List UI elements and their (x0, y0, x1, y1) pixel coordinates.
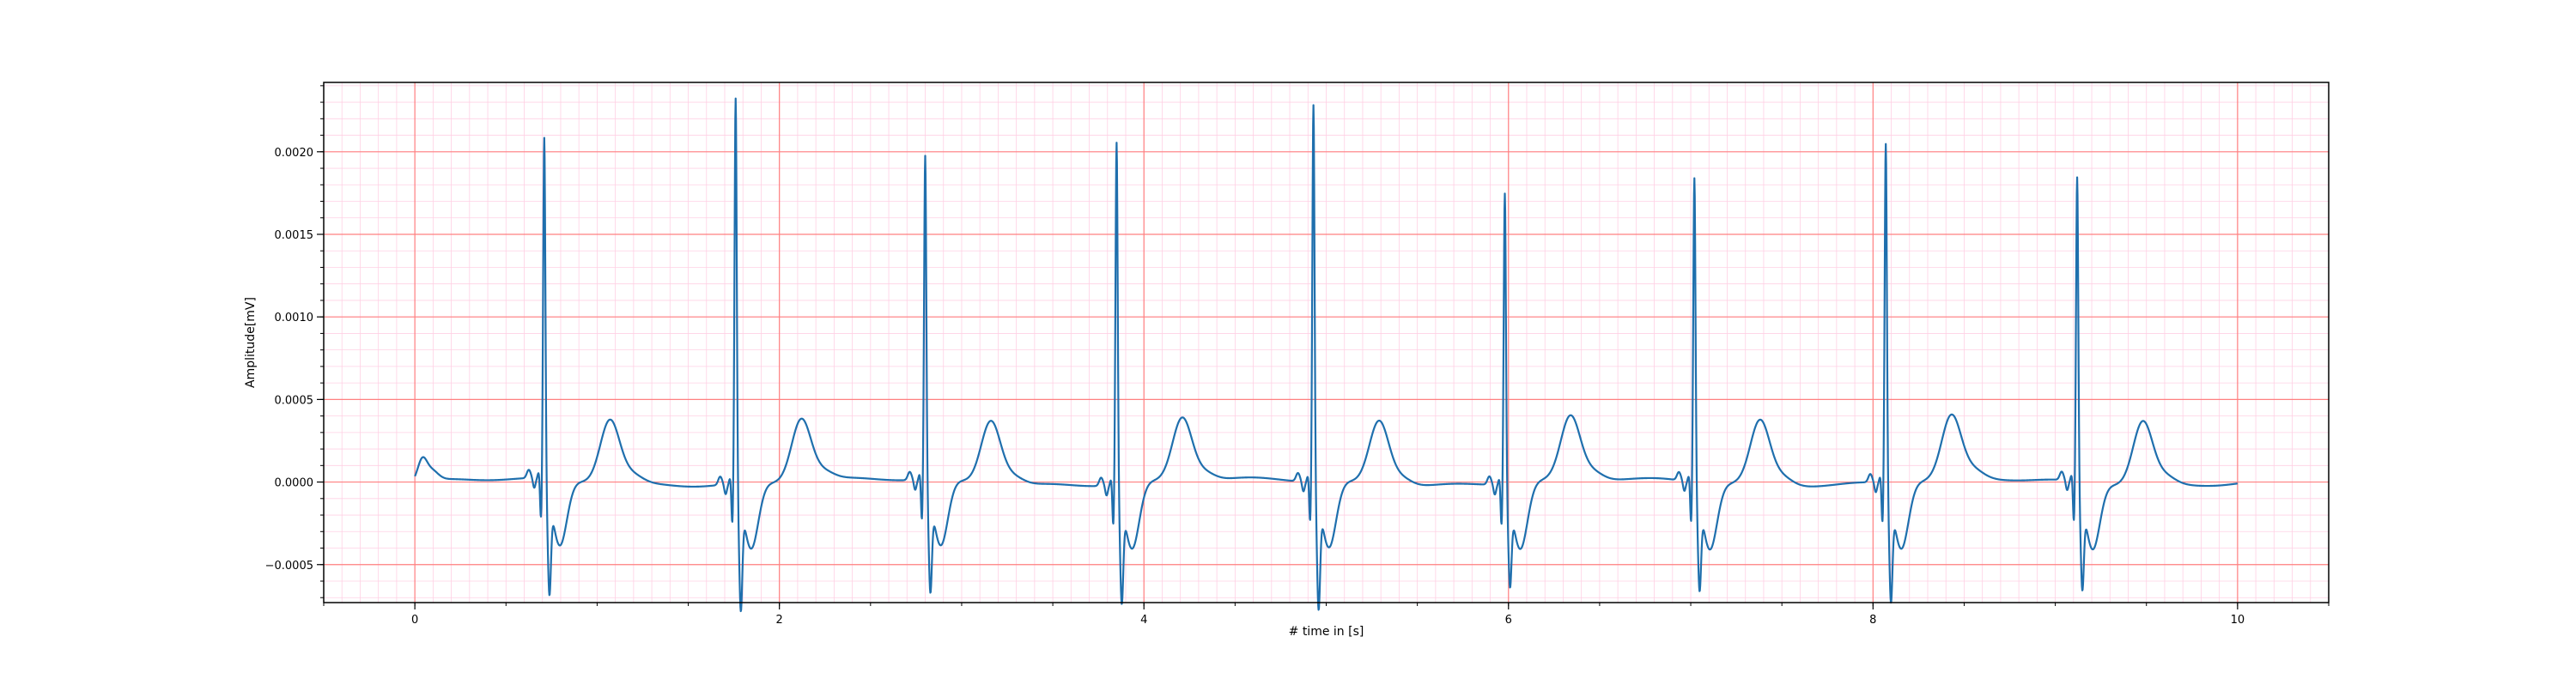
y-axis-label: Amplitude[mV] (244, 297, 258, 388)
y-tick-label: 0.0000 (275, 477, 314, 490)
y-tick-label: 0.0015 (275, 229, 314, 242)
x-tick-label: 4 (1140, 614, 1147, 627)
x-tick-label: 6 (1505, 614, 1512, 627)
y-tick-label: 0.0020 (275, 147, 314, 160)
major-grid (324, 82, 2329, 603)
y-tick-label: 0.0005 (275, 394, 314, 407)
x-tick-label: 2 (776, 614, 783, 627)
x-tick-label: 0 (411, 614, 418, 627)
ecg-signal-line (414, 97, 2239, 613)
x-tick-label: 8 (1869, 614, 1876, 627)
series-layer (414, 97, 2239, 613)
y-tick-label: −0.0005 (265, 560, 313, 573)
minor-grid (323, 82, 2330, 603)
x-axis-label: # time in [s] (1289, 625, 1364, 639)
ticks-layer: 0 2 4 6 8 10 −0.0005 0.0000 0.0005 0.0010 0.0015 0.… (265, 85, 2330, 627)
y-tick-label: 0.0010 (275, 312, 314, 324)
x-tick-label: 10 (2231, 614, 2245, 627)
